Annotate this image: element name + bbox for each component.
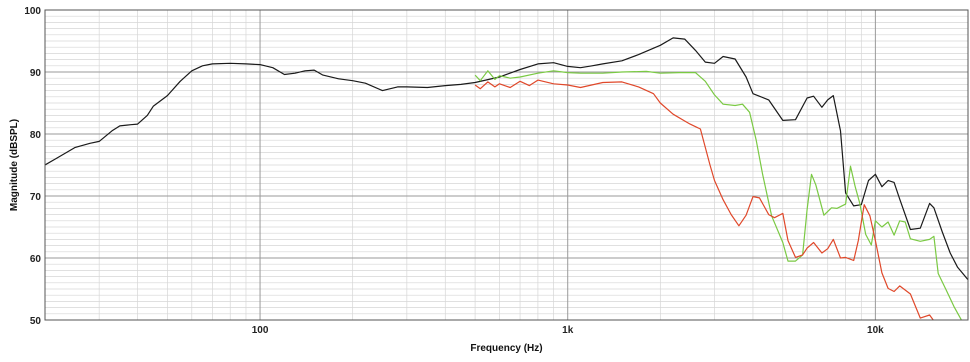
grid-lines bbox=[44, 9, 969, 321]
x-tick-label: 100 bbox=[252, 325, 269, 336]
series-lines bbox=[45, 37, 968, 320]
series-line-green bbox=[474, 70, 962, 320]
y-tick-label: 50 bbox=[30, 316, 42, 327]
y-tick-label: 90 bbox=[30, 68, 42, 79]
y-tick-labels: 50 60 70 80 90 100 bbox=[24, 6, 41, 327]
x-axis-title: Frequency (Hz) bbox=[470, 343, 542, 354]
plot-frame bbox=[44, 9, 969, 321]
y-axis-title: Magnitude (dBSPL) bbox=[9, 119, 20, 211]
y-tick-label: 60 bbox=[30, 254, 42, 265]
x-tick-label: 10k bbox=[867, 325, 884, 336]
plot-border bbox=[44, 9, 969, 321]
y-tick-label: 100 bbox=[24, 6, 41, 17]
x-tick-labels: 100 1k 10k bbox=[252, 325, 884, 336]
y-tick-label: 70 bbox=[30, 192, 42, 203]
x-tick-label: 1k bbox=[562, 325, 574, 336]
y-tick-label: 80 bbox=[30, 130, 42, 141]
series-line-black bbox=[45, 37, 968, 281]
series-line-red bbox=[474, 79, 934, 320]
